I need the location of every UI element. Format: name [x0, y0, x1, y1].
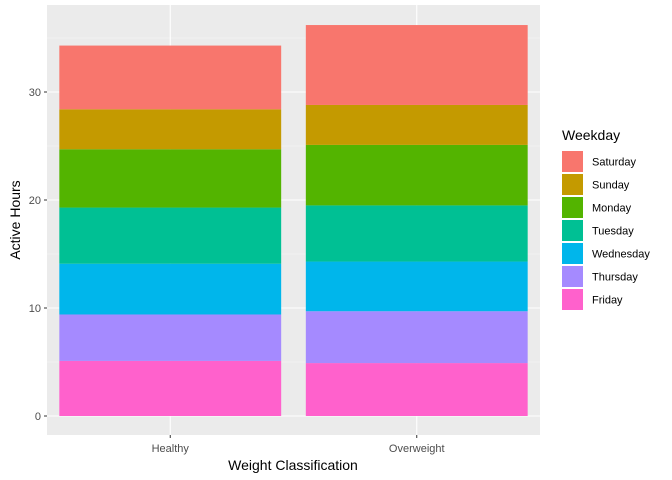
legend-label-wednesday: Wednesday	[592, 249, 650, 261]
y-axis: 0 10 20 30	[29, 87, 47, 423]
y-tick-label: 20	[29, 195, 41, 207]
bar-segment-monday-healthy	[59, 149, 282, 208]
legend-label-sunday: Sunday	[592, 180, 630, 192]
y-tick-label: 10	[29, 303, 41, 315]
bar-segment-sunday-overweight	[305, 104, 528, 145]
x-axis-title: Weight Classification	[228, 457, 358, 473]
legend-label-monday: Monday	[592, 203, 632, 215]
legend-swatch-friday	[562, 289, 583, 310]
bar-segment-tuesday-healthy	[59, 207, 282, 264]
bar-segment-thursday-overweight	[305, 311, 528, 364]
legend: Weekday Saturday Sunday Monday Tuesday Wedne…	[562, 127, 650, 310]
x-tick-label: Overweight	[389, 443, 445, 455]
legend-label-tuesday: Tuesday	[592, 226, 634, 238]
x-tick-label: Healthy	[152, 443, 190, 455]
y-axis-title: Active Hours	[7, 180, 23, 259]
legend-swatch-thursday	[562, 266, 583, 287]
bar-segment-sunday-healthy	[59, 109, 282, 150]
legend-title: Weekday	[562, 127, 620, 143]
bar-segment-saturday-healthy	[59, 45, 282, 110]
legend-swatch-wednesday	[562, 243, 583, 264]
legend-swatch-tuesday	[562, 220, 583, 241]
legend-label-thursday: Thursday	[592, 272, 638, 284]
bar-segment-tuesday-overweight	[305, 205, 528, 262]
bars-group	[59, 25, 528, 416]
x-axis: Healthy Overweight	[152, 435, 445, 455]
legend-label-saturday: Saturday	[592, 157, 637, 169]
bar-segment-saturday-overweight	[305, 25, 528, 105]
legend-label-friday: Friday	[592, 295, 623, 307]
bar-segment-wednesday-overweight	[305, 261, 528, 312]
bar-segment-thursday-healthy	[59, 314, 282, 361]
bar-segment-wednesday-healthy	[59, 263, 282, 315]
y-tick-label: 0	[35, 411, 41, 423]
bar-segment-friday-overweight	[305, 363, 528, 416]
legend-swatch-monday	[562, 197, 583, 218]
bar-segment-friday-healthy	[59, 360, 282, 416]
y-tick-label: 30	[29, 87, 41, 99]
bar-segment-monday-overweight	[305, 144, 528, 206]
legend-swatch-saturday	[562, 151, 583, 172]
legend-swatch-sunday	[562, 174, 583, 195]
